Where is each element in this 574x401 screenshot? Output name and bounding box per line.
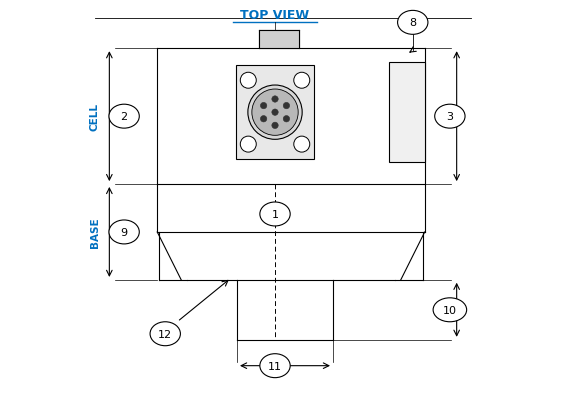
Circle shape: [261, 103, 267, 109]
Polygon shape: [259, 31, 299, 49]
Circle shape: [272, 123, 278, 129]
Ellipse shape: [260, 354, 290, 378]
Text: BASE: BASE: [90, 217, 99, 248]
Ellipse shape: [260, 203, 290, 227]
Text: 1: 1: [272, 209, 278, 219]
Bar: [236, 66, 314, 160]
Ellipse shape: [150, 322, 180, 346]
Ellipse shape: [109, 221, 139, 244]
Bar: [389, 63, 425, 163]
Text: 3: 3: [447, 112, 453, 122]
Circle shape: [248, 86, 302, 140]
Ellipse shape: [435, 105, 465, 129]
Circle shape: [261, 116, 267, 123]
Circle shape: [252, 90, 298, 136]
Text: TOP VIEW: TOP VIEW: [241, 9, 309, 22]
Ellipse shape: [109, 105, 139, 129]
Text: 9: 9: [121, 227, 127, 237]
Text: 11: 11: [268, 361, 282, 371]
Circle shape: [272, 110, 278, 116]
Circle shape: [294, 137, 310, 153]
Circle shape: [241, 137, 256, 153]
Circle shape: [294, 73, 310, 89]
Text: 8: 8: [409, 18, 416, 28]
Ellipse shape: [433, 298, 467, 322]
Circle shape: [283, 116, 290, 123]
Text: 10: 10: [443, 305, 457, 315]
Text: CELL: CELL: [90, 103, 99, 131]
Circle shape: [283, 103, 290, 109]
Ellipse shape: [398, 11, 428, 35]
Circle shape: [272, 97, 278, 103]
Text: 12: 12: [158, 329, 172, 339]
Circle shape: [241, 73, 256, 89]
Text: 2: 2: [121, 112, 127, 122]
